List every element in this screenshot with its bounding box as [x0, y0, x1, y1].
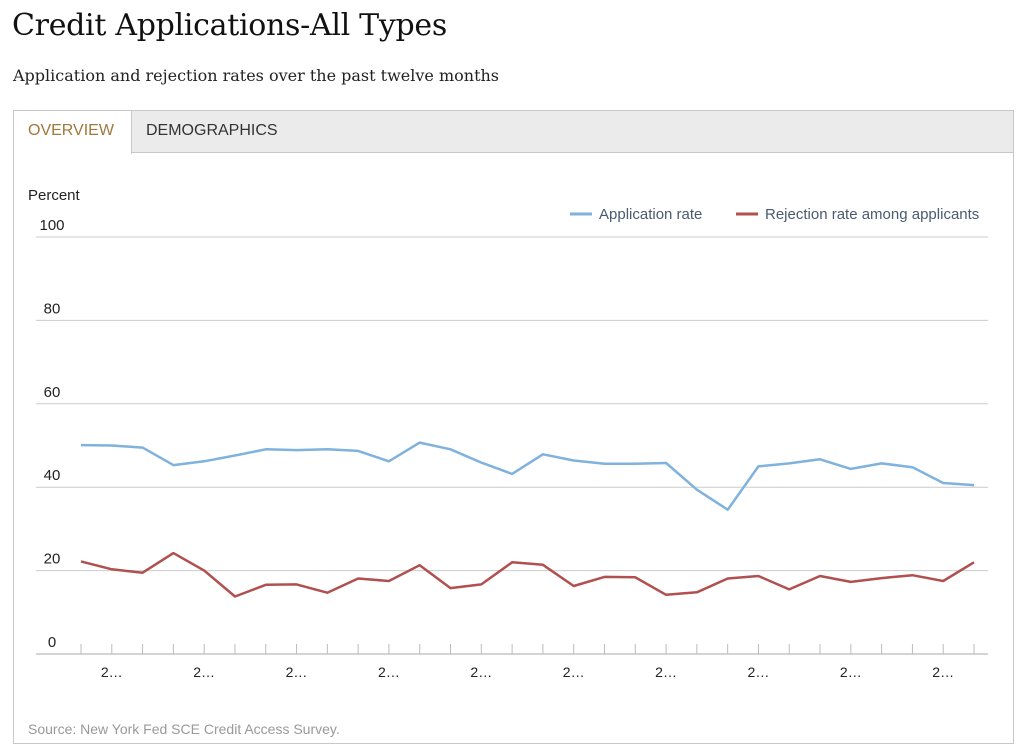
- x-tick-label: 2…: [378, 664, 400, 680]
- legend: Application rate Rejection rate among ap…: [570, 206, 979, 223]
- x-tick-label: 2…: [193, 664, 215, 680]
- tab-overview[interactable]: OVERVIEW: [14, 111, 132, 154]
- y-axis-label: Percent: [28, 187, 81, 204]
- page-title: Credit Applications-All Types: [12, 8, 447, 43]
- x-tick-label: 2…: [101, 664, 123, 680]
- series-line-application-rate[interactable]: [80, 441, 975, 511]
- x-tick-label: 2…: [932, 664, 954, 680]
- x-tick-label: 2…: [470, 664, 492, 680]
- y-tick-labels: 0 20 40 60 80 100: [39, 217, 64, 651]
- series-line-rejection-rate[interactable]: [80, 551, 975, 598]
- x-tick-label: 2…: [840, 664, 862, 680]
- y-tick-label-40: 40: [44, 467, 61, 484]
- legend-label-rejection[interactable]: Rejection rate among applicants: [765, 206, 979, 223]
- y-tick-label-20: 20: [44, 551, 61, 568]
- tab-bar: OVERVIEW DEMOGRAPHICS: [14, 111, 1013, 154]
- source-note: Source: New York Fed SCE Credit Access S…: [28, 721, 340, 737]
- y-tick-label-0: 0: [48, 634, 56, 651]
- series-lines: [80, 441, 975, 598]
- y-tick-label-80: 80: [44, 300, 61, 317]
- y-tick-label-100: 100: [39, 217, 64, 234]
- tab-demographics[interactable]: DEMOGRAPHICS: [146, 122, 278, 139]
- legend-label-application[interactable]: Application rate: [599, 206, 702, 223]
- x-tick-label: 2…: [286, 664, 308, 680]
- y-tick-label-60: 60: [44, 384, 61, 401]
- grid-lines: [36, 236, 988, 655]
- x-tick-label: 2…: [748, 664, 770, 680]
- x-ticks: 2… 2… 2… 2… 2… 2… 2… 2… 2… 2…: [80, 644, 975, 680]
- chart-panel: OVERVIEW DEMOGRAPHICS Percent 0 20 40 60 80 1…: [13, 110, 1014, 744]
- page-subtitle: Application and rejection rates over the…: [13, 66, 500, 85]
- x-tick-label: 2…: [655, 664, 677, 680]
- x-tick-label: 2…: [563, 664, 585, 680]
